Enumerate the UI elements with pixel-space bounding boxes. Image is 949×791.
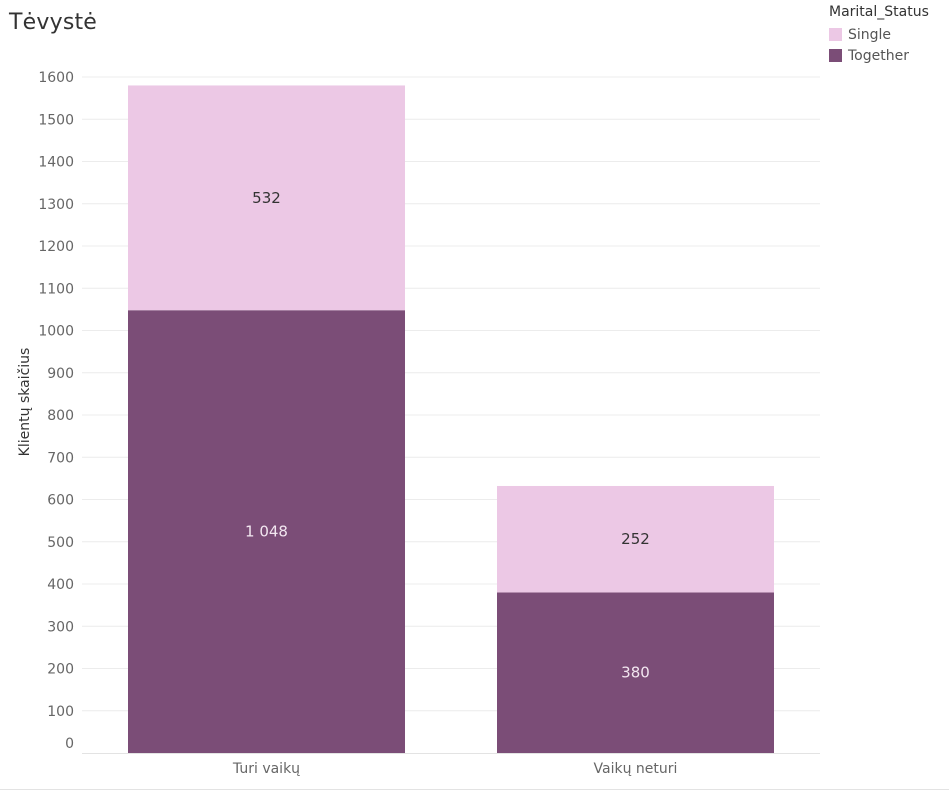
y-tick-label: 1100 — [38, 281, 74, 297]
data-label: 532 — [252, 189, 281, 207]
legend-label-single: Single — [848, 26, 892, 43]
y-tick-label: 0 — [65, 736, 74, 752]
legend-item-together[interactable]: Together — [829, 45, 929, 66]
data-label: 1 048 — [245, 523, 288, 541]
y-tick-label: 1600 — [38, 70, 74, 86]
x-category-label: Vaikų neturi — [594, 761, 678, 777]
y-tick-label: 400 — [47, 577, 74, 593]
y-tick-label: 700 — [47, 450, 74, 466]
y-axis-title: Klientų skaičius — [17, 348, 33, 457]
y-tick-label: 900 — [47, 366, 74, 382]
legend-title: Marital_Status — [829, 4, 929, 20]
y-tick-label: 1500 — [38, 112, 74, 128]
y-tick-label: 100 — [47, 704, 74, 720]
legend-swatch-single — [829, 28, 842, 41]
y-tick-label: 600 — [47, 493, 74, 509]
y-tick-label: 1200 — [38, 239, 74, 255]
bar-together-0[interactable] — [128, 310, 405, 753]
bars: 1 048 532 380 252 — [128, 85, 774, 753]
y-axis-ticks: 0 100 200 300 400 500 600 700 800 900 1000 1100 1200… — [38, 70, 74, 752]
data-label: 380 — [621, 664, 650, 682]
bar-single-0[interactable] — [128, 85, 405, 311]
y-tick-label: 1300 — [38, 197, 74, 213]
y-tick-label: 300 — [47, 619, 74, 635]
legend-swatch-together — [829, 49, 842, 62]
x-category-label: Turi vaikų — [232, 761, 300, 777]
legend-item-single[interactable]: Single — [829, 24, 929, 45]
y-tick-label: 200 — [47, 662, 74, 678]
y-tick-label: 1000 — [38, 324, 74, 340]
legend-label-together: Together — [848, 47, 909, 64]
y-tick-label: 1400 — [38, 155, 74, 171]
legend: Marital_Status Single Together — [829, 4, 929, 66]
chart-title: Tėvystė — [9, 10, 98, 35]
y-tick-label: 800 — [47, 408, 74, 424]
data-label: 252 — [621, 530, 650, 548]
x-axis-categories: Turi vaikų Vaikų neturi — [232, 761, 678, 777]
bar-together-1[interactable] — [497, 592, 774, 753]
y-tick-label: 500 — [47, 535, 74, 551]
bar-single-1[interactable] — [497, 485, 774, 593]
